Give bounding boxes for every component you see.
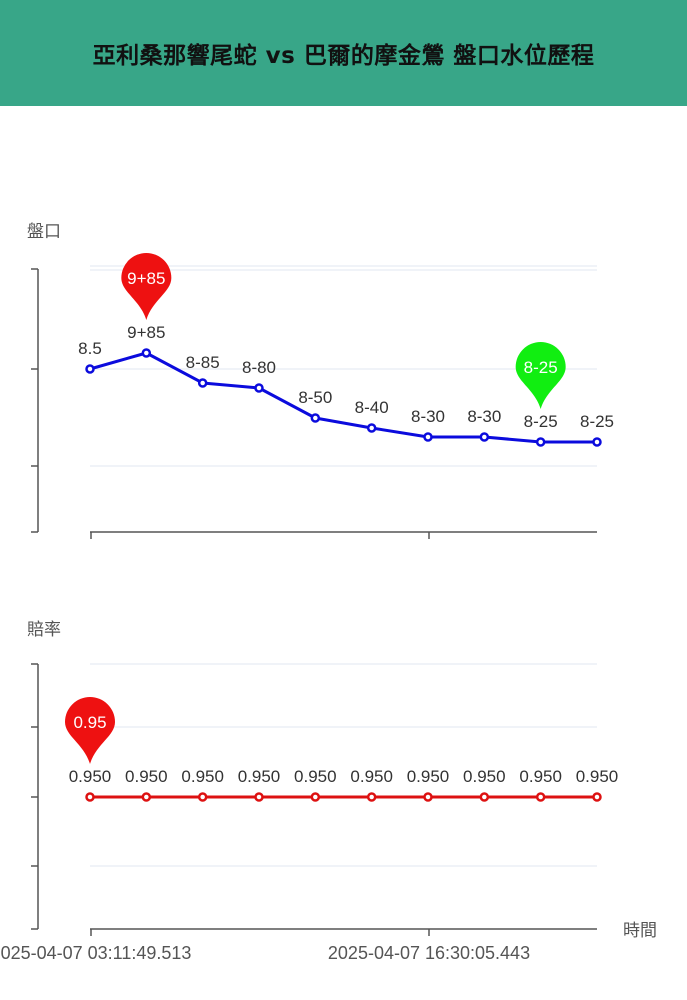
handicap-point[interactable] <box>366 423 377 433</box>
odds-point[interactable] <box>141 792 152 802</box>
odds-chart: 賠率 0.950 0.950 0.950 0.950 0.950 0.950 0.950 0.… <box>0 620 657 963</box>
odds-point[interactable] <box>85 792 95 802</box>
odds-data-label: 0.950 <box>519 767 562 786</box>
min-marker-label: 8-25 <box>524 358 558 377</box>
odds-data-label: 0.950 <box>294 767 337 786</box>
odds-point[interactable] <box>479 792 490 802</box>
odds-series: 0.950 0.950 0.950 0.950 0.950 0.950 0.950 0.950… <box>65 697 619 802</box>
odds-point[interactable] <box>592 792 602 802</box>
odds-data-label: 0.950 <box>576 767 619 786</box>
odds-point[interactable] <box>310 792 321 802</box>
handicap-data-label: 8-25 <box>524 412 558 431</box>
odds-point[interactable] <box>254 792 264 802</box>
odds-data-label: 0.950 <box>69 767 112 786</box>
x-tick-label: 2025-04-07 16:30:05.443 <box>328 943 530 963</box>
handicap-data-label: 8.5 <box>78 339 102 358</box>
handicap-data-label: 8-25 <box>580 412 614 431</box>
odds-point[interactable] <box>197 792 208 802</box>
handicap-point[interactable] <box>310 413 321 423</box>
handicap-point[interactable] <box>423 432 433 442</box>
handicap-series: 8.5 9+85 8-85 8-80 8-50 8-40 8-30 8-30 8-25 8-25 9… <box>78 252 614 447</box>
odds-data-label: 0.950 <box>238 767 281 786</box>
handicap-point[interactable] <box>592 437 602 447</box>
page-title: 亞利桑那響尾蛇 vs 巴爾的摩金鶯 盤口水位歷程 <box>92 43 595 69</box>
header-bar: 亞利桑那響尾蛇 vs 巴爾的摩金鶯 盤口水位歷程 <box>0 0 687 106</box>
handicap-data-label: 8-80 <box>242 358 276 377</box>
handicap-point[interactable] <box>535 437 546 447</box>
handicap-data-label: 8-30 <box>467 407 501 426</box>
handicap-data-label: 8-85 <box>186 353 220 372</box>
handicap-data-label: 8-40 <box>355 398 389 417</box>
odds-point[interactable] <box>535 792 546 802</box>
handicap-data-label: 9+85 <box>127 323 165 342</box>
handicap-point[interactable] <box>254 383 264 393</box>
handicap-data-label: 8-30 <box>411 407 445 426</box>
handicap-chart: 盤口 8.5 9+85 8-85 8-80 8-50 8-40 8-30 8-30 8-25 8-… <box>27 222 614 539</box>
handicap-point[interactable] <box>85 364 95 374</box>
max-marker-label: 9+85 <box>127 269 165 288</box>
handicap-line <box>89 351 597 444</box>
handicap-data-label: 8-50 <box>298 388 332 407</box>
odds-y-axis-label: 賠率 <box>27 620 61 640</box>
odds-point[interactable] <box>366 792 377 802</box>
min-marker-pin[interactable] <box>515 341 566 409</box>
handicap-point[interactable] <box>197 378 208 388</box>
odds-data-label: 0.950 <box>350 767 393 786</box>
max-marker-pin[interactable] <box>65 697 115 764</box>
odds-data-label: 0.950 <box>463 767 506 786</box>
odds-data-label: 0.950 <box>125 767 168 786</box>
handicap-point[interactable] <box>141 348 152 358</box>
x-tick-label: 2025-04-07 03:11:49.513 <box>0 943 191 963</box>
max-marker-pin[interactable] <box>121 252 172 320</box>
handicap-point[interactable] <box>479 432 490 442</box>
max-marker-label: 0.95 <box>73 713 106 732</box>
odds-point[interactable] <box>423 792 433 802</box>
handicap-y-axis-label: 盤口 <box>27 222 61 242</box>
odds-data-label: 0.950 <box>407 767 450 786</box>
odds-x-axis-label: 時間 <box>623 921 657 941</box>
odds-data-label: 0.950 <box>181 767 224 786</box>
